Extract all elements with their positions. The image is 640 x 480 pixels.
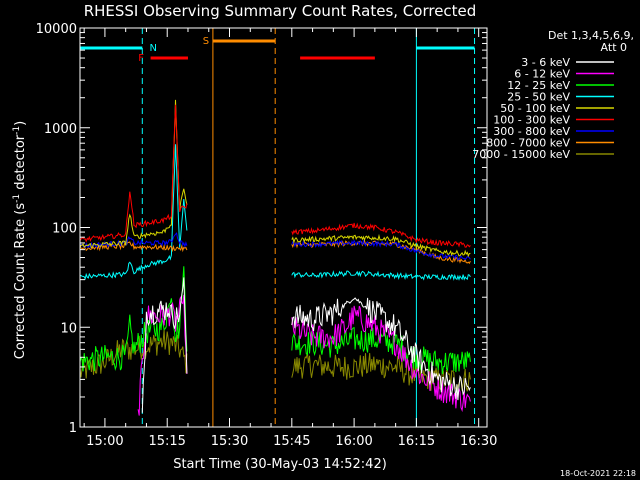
series-line: [291, 327, 471, 375]
series-line: [79, 241, 188, 253]
legend-label: 6 - 12 keV: [514, 68, 570, 81]
legend-label: 7000 - 15000 keV: [472, 148, 570, 161]
series-line: [79, 104, 188, 243]
y-tick-label: 10000: [36, 22, 77, 37]
series-line: [291, 222, 471, 248]
y-tick-label: 1: [69, 421, 77, 436]
legend-label: 50 - 100 keV: [500, 102, 570, 115]
legend-attenuator: Att 0: [601, 41, 627, 54]
legend-header: Det 1,3,4,5,6,9,: [548, 29, 634, 42]
legend-label: 300 - 800 keV: [493, 125, 570, 138]
y-tick-label: 1000: [44, 122, 77, 137]
x-tick-label: 15:45: [273, 434, 310, 449]
series-line: [291, 297, 471, 401]
legend-label: 12 - 25 keV: [507, 79, 570, 92]
legend-label: 3 - 6 keV: [521, 56, 570, 69]
x-tick-label: 16:30: [460, 434, 497, 449]
series-line: [291, 352, 471, 392]
x-tick-label: 16:00: [335, 434, 372, 449]
series-line: [79, 266, 188, 372]
x-tick-label: 15:30: [211, 434, 248, 449]
x-axis: 15:00 15:15 15:30 15:45 16:00 16:15 16:30: [83, 28, 497, 449]
series-line: [291, 305, 471, 413]
series-line: [291, 233, 471, 258]
footer-date: 18-Oct-2021 22:18: [560, 469, 636, 478]
y-axis: 1 10 100 1000 10000: [36, 22, 487, 436]
series-line: [79, 144, 188, 281]
cyan-flag-label: N: [149, 43, 156, 54]
x-tick-label: 15:00: [86, 434, 123, 449]
legend-label: 800 - 7000 keV: [486, 137, 570, 150]
x-tick-label: 15:15: [148, 434, 185, 449]
series-line: [79, 232, 188, 249]
chart-title: RHESSI Observing Summary Count Rates, Co…: [84, 2, 477, 20]
red-flag-label: F: [138, 53, 144, 64]
orange-flag-label: S: [203, 36, 209, 47]
series-group: [79, 99, 471, 416]
series-line: [291, 270, 471, 281]
series-line: [291, 239, 471, 261]
y-tick-label: 10: [60, 321, 77, 336]
series-line: [79, 99, 188, 249]
y-tick-label: 100: [52, 222, 77, 237]
y-axis-label: Corrected Count Rate (s-1 detector-1): [12, 121, 28, 359]
legend-label: 25 - 50 keV: [507, 91, 570, 104]
x-axis-label: Start Time (30-May-03 14:52:42): [173, 457, 387, 472]
series-line: [79, 329, 188, 379]
legend-label: 100 - 300 keV: [493, 114, 570, 127]
series-line: [141, 277, 188, 413]
x-tick-label: 16:15: [398, 434, 435, 449]
